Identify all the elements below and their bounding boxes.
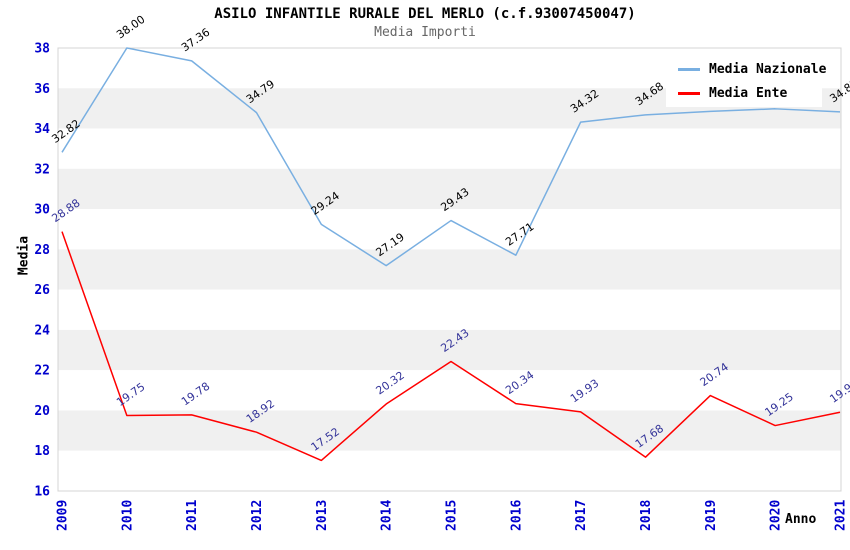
x-axis-title: Anno xyxy=(785,512,817,527)
y-tick-label: 30 xyxy=(34,203,50,218)
y-tick-label: 18 xyxy=(34,444,50,459)
x-tick-label: 2009 xyxy=(56,500,71,531)
y-tick-label: 26 xyxy=(34,283,50,298)
chart-subtitle: Media Importi xyxy=(374,25,476,40)
x-tick-label: 2013 xyxy=(315,500,330,531)
point-label: 38.00 xyxy=(114,13,147,42)
plot-border xyxy=(57,47,842,492)
y-tick-label: 32 xyxy=(34,162,50,177)
plot-band xyxy=(58,370,841,411)
chart-title: ASILO INFANTILE RURALE DEL MERLO (c.f.93… xyxy=(214,6,636,22)
plot-band xyxy=(58,209,841,250)
plot-band xyxy=(58,410,841,451)
plot-band xyxy=(58,249,841,290)
media-ente-line-swatch-icon xyxy=(678,91,700,95)
y-tick-label: 36 xyxy=(34,82,50,97)
x-tick-label: 2020 xyxy=(769,500,784,531)
y-tick-label: 22 xyxy=(34,364,50,379)
x-tick-label: 2018 xyxy=(639,500,654,531)
legend-item-media-nazionale: Media Nazionale xyxy=(666,57,826,81)
y-tick-label: 34 xyxy=(34,122,50,137)
x-tick-label: 2015 xyxy=(445,500,460,531)
plot-band xyxy=(58,128,841,169)
series-line-media-nazionale xyxy=(61,47,841,267)
y-tick-label: 28 xyxy=(34,243,50,258)
plot-band xyxy=(58,329,841,371)
legend-label: Media Ente xyxy=(709,85,788,101)
plot-band xyxy=(58,289,841,330)
plot-band xyxy=(58,168,841,210)
y-tick-label: 16 xyxy=(34,485,50,500)
series-line-media-ente xyxy=(61,231,841,462)
x-tick-label: 2019 xyxy=(704,500,719,531)
x-tick-label: 2021 xyxy=(834,500,849,531)
x-tick-label: 2010 xyxy=(120,500,135,531)
x-tick-label: 2011 xyxy=(185,500,200,531)
x-tick-label: 2012 xyxy=(250,500,265,531)
x-tick-label: 2016 xyxy=(509,500,524,531)
media-nazionale-line-swatch-icon xyxy=(678,67,700,71)
y-tick-label: 20 xyxy=(34,404,50,419)
x-tick-label: 2017 xyxy=(574,500,589,531)
y-tick-label: 38 xyxy=(34,42,50,57)
x-tick-label: 2014 xyxy=(380,500,395,531)
legend-label: Media Nazionale xyxy=(709,61,827,77)
plot-band xyxy=(58,450,841,491)
legend: Media Nazionale Media Ente xyxy=(666,55,826,107)
legend-item-media-ente: Media Ente xyxy=(666,81,822,105)
y-tick-label: 24 xyxy=(34,323,50,338)
